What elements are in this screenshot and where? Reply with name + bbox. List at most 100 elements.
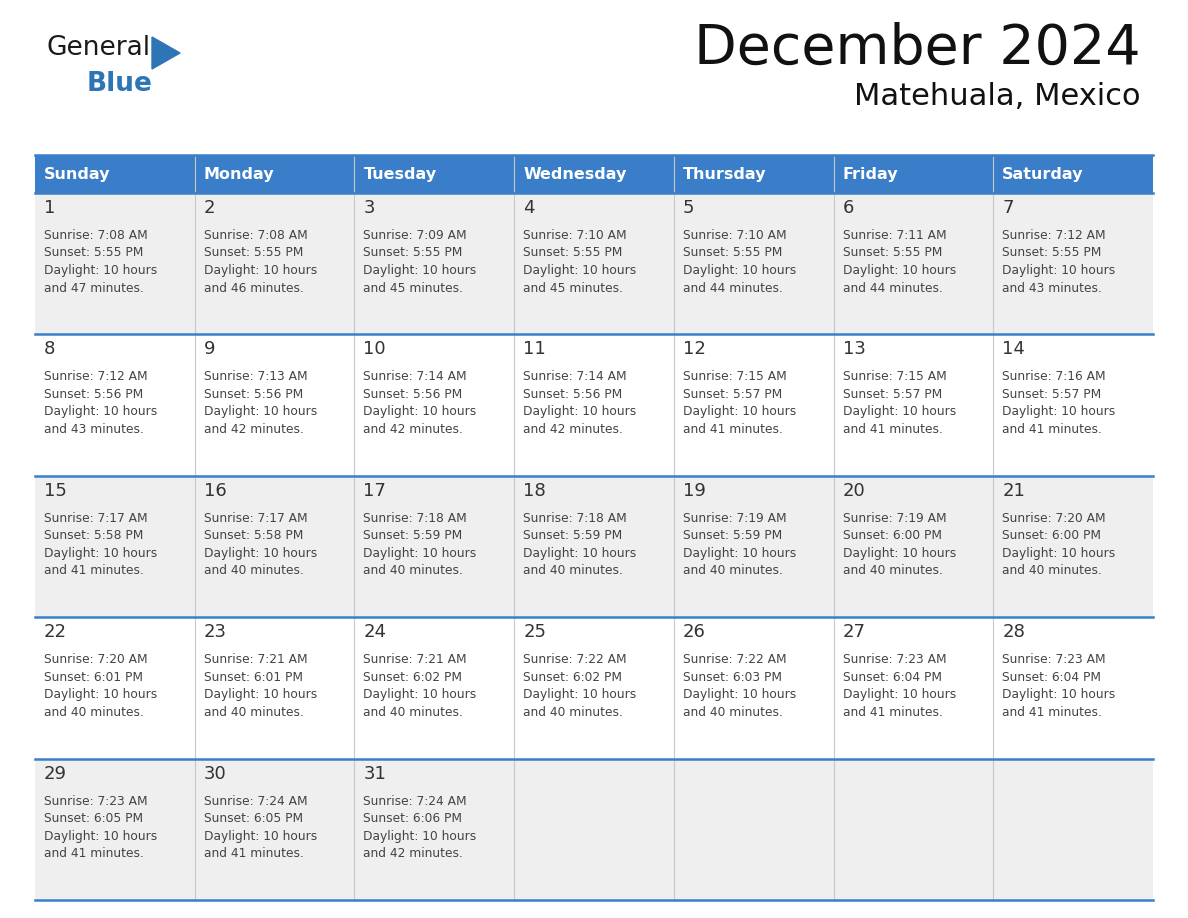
Text: Sunset: 5:55 PM: Sunset: 5:55 PM	[364, 247, 463, 260]
Text: and 40 minutes.: and 40 minutes.	[523, 706, 623, 719]
Text: Sunrise: 7:11 AM: Sunrise: 7:11 AM	[842, 229, 946, 242]
Text: 5: 5	[683, 199, 694, 217]
Text: Sunset: 6:04 PM: Sunset: 6:04 PM	[842, 671, 942, 684]
Text: 18: 18	[523, 482, 546, 499]
Text: Sunrise: 7:17 AM: Sunrise: 7:17 AM	[203, 512, 308, 525]
Text: Daylight: 10 hours: Daylight: 10 hours	[842, 688, 956, 701]
Bar	[674, 193, 834, 334]
Text: Daylight: 10 hours: Daylight: 10 hours	[44, 547, 157, 560]
Text: Sunrise: 7:08 AM: Sunrise: 7:08 AM	[203, 229, 308, 242]
Text: and 47 minutes.: and 47 minutes.	[44, 282, 144, 295]
Text: and 41 minutes.: and 41 minutes.	[203, 847, 304, 860]
Text: 6: 6	[842, 199, 854, 217]
Text: Sunset: 5:56 PM: Sunset: 5:56 PM	[203, 388, 303, 401]
Text: Sunrise: 7:12 AM: Sunrise: 7:12 AM	[1003, 229, 1106, 242]
Text: Daylight: 10 hours: Daylight: 10 hours	[683, 406, 796, 419]
Text: Sunrise: 7:20 AM: Sunrise: 7:20 AM	[44, 654, 147, 666]
Bar	[34, 155, 195, 193]
Text: 28: 28	[1003, 623, 1025, 641]
Bar	[34, 617, 195, 758]
Text: Sunrise: 7:17 AM: Sunrise: 7:17 AM	[44, 512, 147, 525]
Bar	[674, 476, 834, 617]
Text: Sunset: 5:59 PM: Sunset: 5:59 PM	[683, 530, 782, 543]
Text: Sunrise: 7:23 AM: Sunrise: 7:23 AM	[1003, 654, 1106, 666]
Text: 23: 23	[203, 623, 227, 641]
Text: and 41 minutes.: and 41 minutes.	[44, 847, 144, 860]
Text: Sunset: 5:55 PM: Sunset: 5:55 PM	[842, 247, 942, 260]
Text: Daylight: 10 hours: Daylight: 10 hours	[364, 688, 476, 701]
Text: Sunrise: 7:13 AM: Sunrise: 7:13 AM	[203, 370, 308, 384]
Text: Daylight: 10 hours: Daylight: 10 hours	[1003, 264, 1116, 277]
Text: 26: 26	[683, 623, 706, 641]
Text: General: General	[48, 35, 151, 61]
Text: Sunset: 5:55 PM: Sunset: 5:55 PM	[1003, 247, 1101, 260]
Text: Daylight: 10 hours: Daylight: 10 hours	[523, 406, 637, 419]
Text: and 40 minutes.: and 40 minutes.	[364, 565, 463, 577]
Text: Sunset: 6:02 PM: Sunset: 6:02 PM	[364, 671, 462, 684]
Text: Thursday: Thursday	[683, 166, 766, 182]
Text: Sunset: 5:58 PM: Sunset: 5:58 PM	[44, 530, 144, 543]
Bar	[354, 617, 514, 758]
Text: Sunrise: 7:24 AM: Sunrise: 7:24 AM	[364, 795, 467, 808]
Text: Sunset: 6:02 PM: Sunset: 6:02 PM	[523, 671, 623, 684]
Text: Sunset: 6:01 PM: Sunset: 6:01 PM	[44, 671, 143, 684]
Text: Sunset: 5:55 PM: Sunset: 5:55 PM	[523, 247, 623, 260]
Text: Sunrise: 7:18 AM: Sunrise: 7:18 AM	[364, 512, 467, 525]
Text: Sunset: 5:56 PM: Sunset: 5:56 PM	[364, 388, 462, 401]
Text: and 40 minutes.: and 40 minutes.	[683, 706, 783, 719]
Text: 19: 19	[683, 482, 706, 499]
Text: Sunset: 6:05 PM: Sunset: 6:05 PM	[203, 812, 303, 825]
Text: 7: 7	[1003, 199, 1013, 217]
Text: Sunset: 5:58 PM: Sunset: 5:58 PM	[203, 530, 303, 543]
Text: Daylight: 10 hours: Daylight: 10 hours	[203, 264, 317, 277]
Text: Daylight: 10 hours: Daylight: 10 hours	[44, 688, 157, 701]
Bar	[993, 617, 1154, 758]
Bar	[834, 155, 993, 193]
Text: 21: 21	[1003, 482, 1025, 499]
Bar	[993, 758, 1154, 900]
Text: Wednesday: Wednesday	[523, 166, 626, 182]
Text: Daylight: 10 hours: Daylight: 10 hours	[523, 688, 637, 701]
Text: 11: 11	[523, 341, 546, 358]
Text: Tuesday: Tuesday	[364, 166, 436, 182]
Text: Daylight: 10 hours: Daylight: 10 hours	[364, 406, 476, 419]
Text: Sunset: 5:55 PM: Sunset: 5:55 PM	[203, 247, 303, 260]
Text: Sunset: 5:55 PM: Sunset: 5:55 PM	[44, 247, 144, 260]
Bar	[354, 155, 514, 193]
Bar	[195, 334, 354, 476]
Text: 2: 2	[203, 199, 215, 217]
Text: Sunrise: 7:15 AM: Sunrise: 7:15 AM	[842, 370, 947, 384]
Text: Daylight: 10 hours: Daylight: 10 hours	[203, 547, 317, 560]
Bar	[195, 155, 354, 193]
Bar	[674, 617, 834, 758]
Bar	[993, 476, 1154, 617]
Text: and 41 minutes.: and 41 minutes.	[842, 706, 942, 719]
Text: 15: 15	[44, 482, 67, 499]
Text: 3: 3	[364, 199, 375, 217]
Bar	[514, 617, 674, 758]
Text: and 42 minutes.: and 42 minutes.	[523, 423, 623, 436]
Text: December 2024: December 2024	[694, 22, 1140, 76]
Text: Sunset: 5:56 PM: Sunset: 5:56 PM	[523, 388, 623, 401]
Text: Sunset: 5:57 PM: Sunset: 5:57 PM	[1003, 388, 1101, 401]
Bar	[993, 193, 1154, 334]
Text: 17: 17	[364, 482, 386, 499]
Text: 12: 12	[683, 341, 706, 358]
Text: and 41 minutes.: and 41 minutes.	[1003, 423, 1102, 436]
Text: Sunrise: 7:15 AM: Sunrise: 7:15 AM	[683, 370, 786, 384]
Text: and 45 minutes.: and 45 minutes.	[523, 282, 624, 295]
Bar	[514, 476, 674, 617]
Bar	[514, 758, 674, 900]
Polygon shape	[152, 37, 181, 69]
Text: Daylight: 10 hours: Daylight: 10 hours	[1003, 688, 1116, 701]
Text: Daylight: 10 hours: Daylight: 10 hours	[523, 264, 637, 277]
Text: Sunset: 6:00 PM: Sunset: 6:00 PM	[842, 530, 942, 543]
Text: Daylight: 10 hours: Daylight: 10 hours	[364, 547, 476, 560]
Text: 8: 8	[44, 341, 56, 358]
Text: Daylight: 10 hours: Daylight: 10 hours	[44, 406, 157, 419]
Text: 25: 25	[523, 623, 546, 641]
Bar	[195, 617, 354, 758]
Bar	[834, 193, 993, 334]
Text: Sunset: 5:56 PM: Sunset: 5:56 PM	[44, 388, 144, 401]
Bar	[514, 334, 674, 476]
